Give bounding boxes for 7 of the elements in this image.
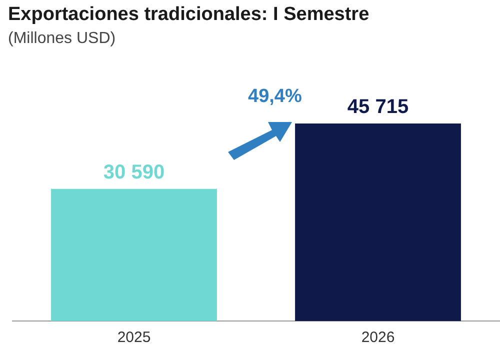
data-label: 30 590	[103, 161, 165, 184]
text: 49,4%	[248, 86, 302, 108]
x-tick-label: 2026	[361, 329, 395, 346]
chart-title: Exportaciones tradicionales: I Semestre	[8, 4, 370, 26]
x-tick-label: 2025	[117, 329, 151, 346]
chart-subtitle: (Millones USD)	[8, 30, 116, 48]
data-label: 45 715	[347, 96, 409, 118]
